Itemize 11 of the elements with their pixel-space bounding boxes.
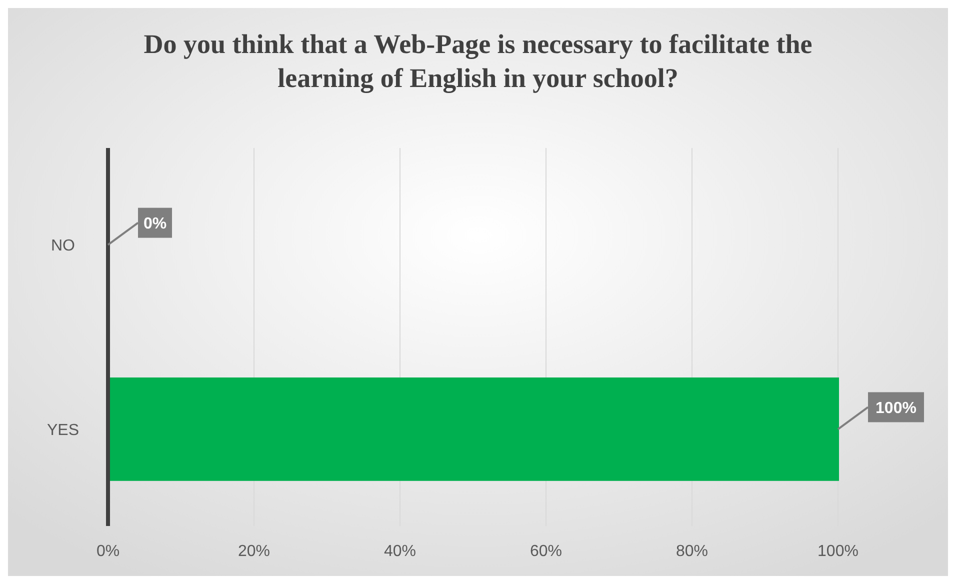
chart-title: Do you think that a Web-Page is necessary to facilitate the learning of English in your school? — [144, 29, 812, 93]
x-tick-label: 20% — [238, 543, 270, 560]
x-tick-label: 40% — [384, 543, 416, 560]
x-tick-label: 80% — [676, 543, 708, 560]
y-tick-label: NO — [51, 237, 75, 254]
y-tick-label: YES — [46, 422, 80, 439]
x-tick-label: 0% — [96, 543, 120, 560]
data-label: 0% — [143, 215, 167, 232]
x-tick-label: 100% — [818, 543, 858, 560]
x-tick-label: 60% — [530, 543, 562, 560]
data-label: 100% — [876, 400, 916, 417]
